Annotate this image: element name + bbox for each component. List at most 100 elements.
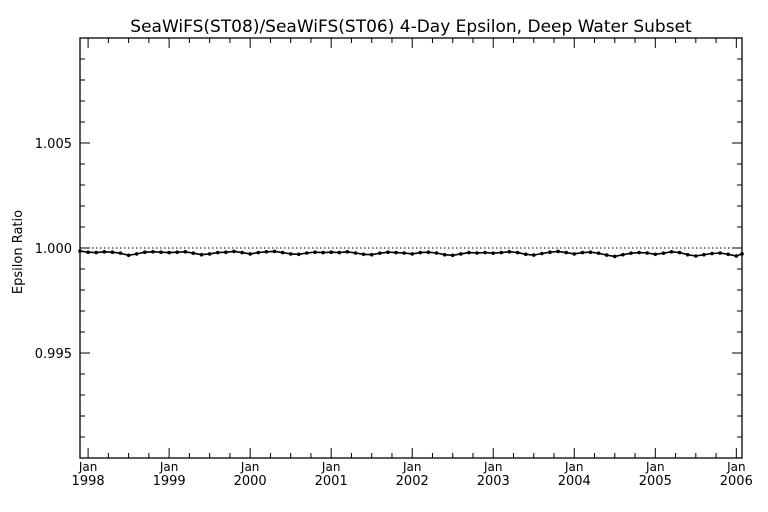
data-point	[321, 250, 325, 255]
data-point	[653, 252, 658, 257]
data-point	[175, 250, 179, 254]
data-point	[459, 252, 463, 256]
data-point	[224, 250, 228, 254]
data-point	[499, 250, 504, 255]
data-point	[734, 254, 739, 258]
data-point	[78, 249, 82, 253]
data-point	[491, 251, 496, 255]
data-point	[718, 251, 722, 255]
data-point	[685, 252, 690, 257]
data-point	[483, 250, 487, 255]
x-tick-year-label: 2005	[639, 474, 672, 489]
series-points	[78, 249, 744, 259]
data-point	[669, 250, 674, 254]
data-point	[677, 250, 682, 255]
data-point	[118, 251, 123, 255]
x-tick-month-label: Jan	[159, 460, 179, 474]
x-tick-year-label: 2001	[315, 474, 348, 489]
y-axis-ticks: 1.005 1.000 0.995	[35, 37, 742, 459]
data-point	[556, 249, 560, 254]
data-point	[450, 253, 455, 258]
data-point	[143, 250, 147, 254]
x-tick-month-label: Jan	[645, 460, 665, 474]
data-point	[159, 250, 163, 254]
data-point	[207, 252, 212, 256]
data-point	[710, 251, 714, 256]
data-point	[215, 250, 220, 255]
data-point	[248, 252, 252, 256]
data-point	[621, 252, 625, 257]
data-point	[588, 250, 593, 254]
data-point	[418, 250, 423, 255]
x-tick-year-label: 2004	[558, 474, 591, 489]
x-tick-year-label: 2006	[720, 474, 753, 489]
data-point	[426, 250, 431, 254]
x-tick-year-label: 2003	[477, 474, 510, 489]
data-point	[288, 252, 293, 256]
data-point	[740, 252, 744, 256]
data-point	[183, 250, 188, 254]
x-tick-month-label: Jan	[726, 460, 746, 474]
data-point	[645, 251, 649, 255]
data-point	[702, 252, 706, 257]
data-point	[596, 251, 601, 255]
data-point	[726, 252, 730, 257]
y-axis-label: Epsilon Ratio	[11, 210, 26, 294]
data-point	[523, 252, 528, 257]
data-point	[272, 249, 277, 254]
data-point	[604, 253, 609, 257]
data-point	[353, 251, 358, 255]
data-point	[410, 252, 415, 256]
data-point	[394, 250, 398, 255]
data-point	[305, 251, 309, 255]
x-tick-month-label: Jan	[321, 460, 341, 474]
data-point	[475, 251, 479, 255]
y-tick-label: 1.005	[35, 137, 72, 152]
x-tick-year-label: 2002	[396, 474, 429, 489]
data-point	[434, 251, 439, 255]
y-tick-label: 0.995	[35, 347, 72, 362]
data-point	[402, 251, 406, 255]
data-point	[329, 250, 334, 254]
y-tick-label: 1.000	[35, 242, 72, 257]
x-tick-year-label: 2000	[234, 474, 267, 489]
x-tick-month-label: Jan	[483, 460, 503, 474]
data-point	[337, 250, 342, 255]
data-point	[297, 252, 301, 257]
data-point	[232, 249, 236, 254]
data-point	[126, 253, 131, 258]
chart-title: SeaWiFS(ST08)/SeaWiFS(ST06) 4-Day Epsilo…	[130, 17, 692, 37]
data-point	[540, 251, 544, 256]
data-point	[191, 251, 196, 255]
data-point	[369, 252, 374, 257]
data-point	[613, 254, 617, 259]
data-point	[313, 250, 317, 254]
x-tick-month-label: Jan	[240, 460, 260, 474]
data-point	[134, 252, 139, 256]
x-tick-year-label: 1998	[72, 474, 105, 489]
data-point	[110, 250, 115, 254]
data-point	[94, 250, 98, 255]
data-point	[167, 250, 171, 255]
data-point	[661, 251, 666, 255]
data-point	[151, 250, 155, 254]
data-point	[86, 250, 90, 254]
data-point	[102, 250, 107, 254]
data-point	[199, 252, 204, 257]
data-point	[442, 252, 447, 257]
data-point	[629, 251, 633, 255]
data-point	[256, 250, 261, 255]
data-point	[361, 252, 366, 257]
data-point	[580, 250, 585, 255]
data-point	[532, 253, 536, 257]
x-tick-year-label: 1999	[153, 474, 186, 489]
x-tick-month-label: Jan	[78, 460, 98, 474]
x-tick-month-label: Jan	[564, 460, 584, 474]
x-axis-ticks: Jan1998Jan1999Jan2000Jan2001Jan2002Jan20…	[72, 38, 753, 489]
data-point	[548, 250, 552, 254]
x-tick-month-label: Jan	[402, 460, 422, 474]
data-point	[572, 252, 577, 256]
data-point	[240, 250, 244, 255]
data-point	[694, 254, 698, 258]
